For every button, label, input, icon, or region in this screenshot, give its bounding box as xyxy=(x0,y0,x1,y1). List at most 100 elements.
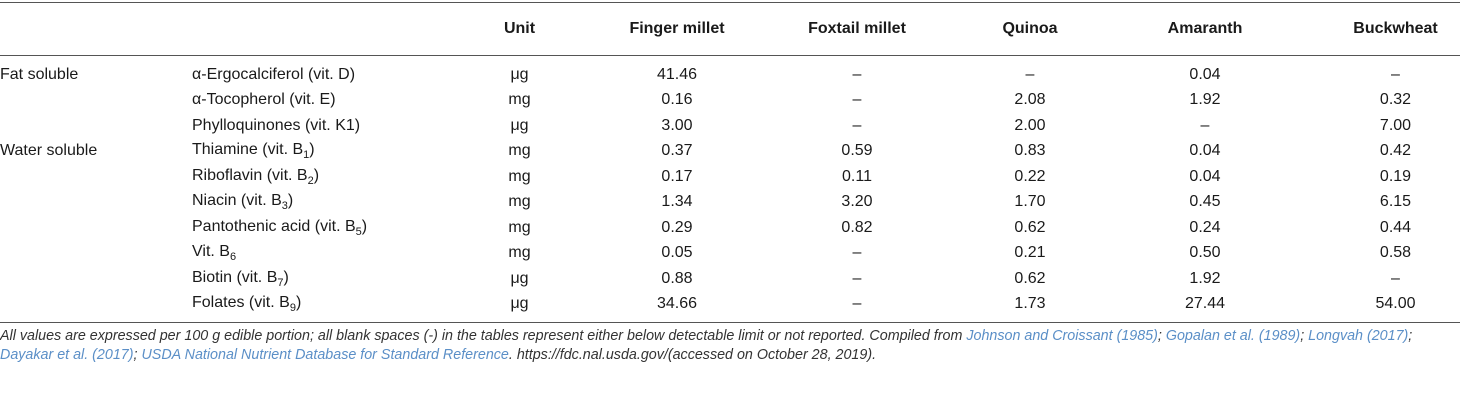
value-cell: – xyxy=(1391,65,1400,83)
value-cell: 1.92 xyxy=(1189,269,1221,287)
value-cell: – xyxy=(852,65,862,83)
footnote-text: ; xyxy=(1157,328,1166,344)
value-cell: 0.04 xyxy=(1189,142,1221,160)
vitamin-suffix: ) xyxy=(287,192,294,210)
header-cell: Buckwheat xyxy=(1353,20,1438,37)
vitamin-suffix: ) xyxy=(309,141,315,159)
unit-cell: mg xyxy=(508,91,531,109)
vitamin-cell: Folates (vit. B9) xyxy=(192,292,462,323)
unit-cell: μg xyxy=(510,269,529,287)
citation: Johnson and Croissant (1985) xyxy=(966,328,1158,344)
value-cell: – xyxy=(852,295,862,313)
value-cell: 0.62 xyxy=(1014,269,1046,287)
table-row: Riboflavin (vit. B2) mg 0.17 0.11 0.22 0.04 0.… xyxy=(0,164,1460,190)
table-row: Biotin (vit. B7) μg 0.88 – 0.62 1.92 – xyxy=(0,266,1460,292)
vitamin-table: Unit Finger millet Foxtail millet Quinoa Ama… xyxy=(0,2,1460,323)
value-cell: 0.42 xyxy=(1379,142,1412,160)
vitamin-name: α-Tocopherol (vit. E) xyxy=(192,91,336,109)
citation: Longvah (2017) xyxy=(1308,328,1409,344)
vitamin-name: Thiamine (vit. B xyxy=(192,141,304,159)
vitamin-cell: Pantothenic acid (vit. B5) xyxy=(192,215,462,241)
value-cell: 0.16 xyxy=(661,91,693,109)
value-cell: 0.04 xyxy=(1189,167,1221,185)
vitamin-name: α-Ergocalciferol (vit. D) xyxy=(192,65,356,83)
vitamin-subscript: 6 xyxy=(229,251,237,264)
value-cell: 0.58 xyxy=(1379,244,1412,262)
value-cell: 2.08 xyxy=(1014,91,1046,109)
value-cell: 1.70 xyxy=(1014,193,1046,211)
table-row: Fat soluble α-Ergocalciferol (vit. D) μg 41… xyxy=(0,56,1460,88)
value-cell: 0.44 xyxy=(1379,218,1412,236)
value-cell: 1.34 xyxy=(661,193,693,211)
table-row: Vit. B6 mg 0.05 – 0.21 0.50 0.58 xyxy=(0,241,1460,267)
group-cell xyxy=(0,266,192,292)
value-cell: – xyxy=(852,244,862,262)
value-cell: – xyxy=(852,116,862,134)
value-cell: 0.11 xyxy=(842,167,872,185)
vitamin-subscript: 2 xyxy=(307,174,314,187)
unit-cell: mg xyxy=(508,244,531,262)
table-row: Water soluble Thiamine (vit. B1) mg 0.37 0.5… xyxy=(0,139,1460,165)
header-cell: Finger millet xyxy=(629,20,725,37)
header-cell: Quinoa xyxy=(1002,20,1058,37)
footnote-text: All values are expressed per 100 g edibl… xyxy=(0,328,967,344)
value-cell: 0.17 xyxy=(661,167,693,185)
vitamin-subscript: 5 xyxy=(355,225,362,238)
table-row: α-Tocopherol (vit. E) mg 0.16 – 2.08 1.92 0.32 xyxy=(0,88,1460,114)
vitamin-cell: Vit. B6 xyxy=(192,241,462,267)
vitamin-suffix: ) xyxy=(283,268,289,286)
vitamin-cell: α-Ergocalciferol (vit. D) xyxy=(192,56,462,88)
group-cell: Fat soluble xyxy=(0,65,79,83)
vitamin-subscript: 7 xyxy=(277,276,284,289)
group-cell xyxy=(0,292,192,323)
value-cell: 0.83 xyxy=(1014,142,1046,160)
footnote-text: ; xyxy=(1300,328,1309,344)
vitamin-cell: Biotin (vit. B7) xyxy=(192,266,462,292)
value-cell: 0.22 xyxy=(1014,167,1046,185)
citation: USDA National Nutrient Database for Stan… xyxy=(141,347,509,363)
header-cell: Unit xyxy=(503,20,536,37)
vitamin-subscript: 3 xyxy=(281,200,288,213)
unit-cell: mg xyxy=(508,142,531,160)
value-cell: 0.88 xyxy=(661,269,693,287)
footnote-text: ; xyxy=(133,347,142,363)
value-cell: 3.20 xyxy=(841,193,873,211)
unit-cell: mg xyxy=(508,218,531,236)
value-cell: 0.05 xyxy=(661,244,693,262)
vitamin-name: Phylloquinones (vit. K1) xyxy=(192,116,361,134)
value-cell: 0.37 xyxy=(661,142,693,160)
vitamin-name: Riboflavin (vit. B xyxy=(192,166,308,184)
vitamin-cell: Phylloquinones (vit. K1) xyxy=(192,113,462,139)
vitamin-suffix: ) xyxy=(361,217,368,235)
header-cell: Foxtail millet xyxy=(808,20,906,37)
value-cell: 0.04 xyxy=(1189,65,1221,83)
vitamin-name: Pantothenic acid (vit. B xyxy=(192,217,356,235)
group-cell: Water soluble xyxy=(0,142,98,160)
value-cell: – xyxy=(1391,269,1400,287)
group-cell xyxy=(0,215,192,241)
value-cell: 41.46 xyxy=(656,65,698,83)
vitamin-name: Niacin (vit. B xyxy=(192,192,282,210)
value-cell: – xyxy=(852,91,862,109)
vitamin-cell: Niacin (vit. B3) xyxy=(192,190,462,216)
vitamin-name: Biotin (vit. B xyxy=(192,268,278,286)
unit-cell: mg xyxy=(508,167,531,185)
unit-cell: mg xyxy=(508,193,531,211)
group-cell xyxy=(0,88,192,114)
vitamin-cell: Riboflavin (vit. B2) xyxy=(192,164,462,190)
header-cell: Amaranth xyxy=(1167,20,1243,37)
vitamin-cell: Thiamine (vit. B1) xyxy=(192,139,462,165)
value-cell: 7.00 xyxy=(1379,116,1412,134)
vitamin-name: Vit. B xyxy=(192,243,230,261)
value-cell: 1.73 xyxy=(1014,295,1046,313)
table-row: Niacin (vit. B3) mg 1.34 3.20 1.70 0.45 6.15 xyxy=(0,190,1460,216)
vitamin-name: Folates (vit. B xyxy=(192,294,290,312)
value-cell: 6.15 xyxy=(1379,193,1412,211)
value-cell: 0.24 xyxy=(1189,218,1221,236)
table-row: Pantothenic acid (vit. B5) mg 0.29 0.82 0.62… xyxy=(0,215,1460,241)
vitamin-suffix: ) xyxy=(313,166,320,184)
table-row: Phylloquinones (vit. K1) μg 3.00 – 2.00 – 7.00 xyxy=(0,113,1460,139)
value-cell: 34.66 xyxy=(656,295,698,313)
group-cell xyxy=(0,164,192,190)
